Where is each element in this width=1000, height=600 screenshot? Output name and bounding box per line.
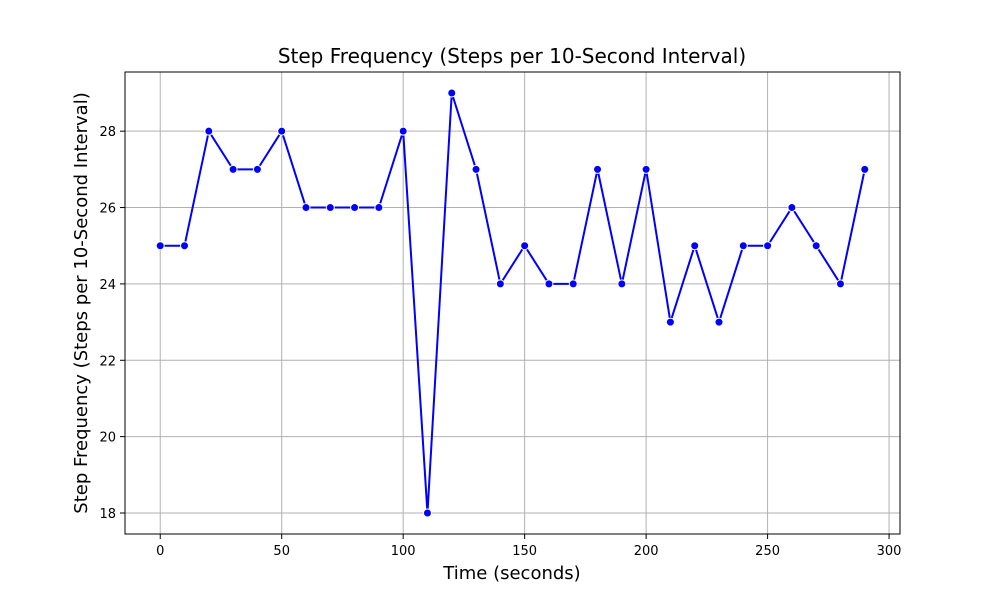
series-line	[160, 92, 866, 514]
data-point	[690, 241, 700, 251]
data-point	[811, 241, 821, 251]
data-point	[568, 279, 578, 289]
data-point	[641, 164, 651, 174]
data-point	[204, 126, 214, 136]
data-point	[520, 241, 530, 251]
data-point	[495, 279, 505, 289]
x-tick-label: 100	[391, 544, 416, 559]
data-point	[422, 508, 432, 518]
data-point	[714, 317, 724, 327]
x-tick-label: 0	[156, 544, 164, 559]
y-tick-label: 26	[99, 202, 116, 217]
y-tick-label: 22	[99, 354, 116, 369]
data-point	[325, 203, 335, 213]
data-point	[787, 203, 797, 213]
data-point	[301, 203, 311, 213]
data-point	[398, 126, 408, 136]
y-tick-label: 24	[99, 278, 116, 293]
data-point	[252, 164, 262, 174]
data-point	[665, 317, 675, 327]
y-tick-label: 28	[99, 125, 116, 140]
data-point	[544, 279, 554, 289]
x-tick-label: 300	[877, 544, 902, 559]
data-point	[738, 241, 748, 251]
data-point	[180, 241, 190, 251]
x-axis-label: Time (seconds)	[442, 563, 580, 584]
x-tick-label: 50	[273, 544, 290, 559]
data-point	[447, 88, 457, 98]
y-tick-label: 20	[99, 431, 116, 446]
x-axis-ticks: 0 50 100 150 200 250 300	[156, 534, 901, 559]
x-tick-label: 150	[512, 544, 537, 559]
y-axis-label: Step Frequency (Steps per 10-Second Inte…	[71, 92, 92, 513]
grid-lines	[125, 72, 900, 534]
series-group	[155, 88, 870, 518]
data-point	[277, 126, 287, 136]
data-point	[155, 241, 165, 251]
data-point	[471, 164, 481, 174]
x-tick-label: 200	[634, 544, 659, 559]
plot-frame	[124, 71, 901, 535]
x-tick-label: 250	[755, 544, 780, 559]
y-tick-label: 18	[99, 507, 116, 522]
data-point	[617, 279, 627, 289]
data-point	[593, 164, 603, 174]
y-axis-ticks: 18 20 22 24 26 28	[99, 125, 125, 522]
chart-title: Step Frequency (Steps per 10-Second Inte…	[278, 44, 746, 68]
data-point	[374, 203, 384, 213]
data-point	[350, 203, 360, 213]
data-point	[860, 164, 870, 174]
data-point	[835, 279, 845, 289]
data-point	[228, 164, 238, 174]
data-point	[763, 241, 773, 251]
